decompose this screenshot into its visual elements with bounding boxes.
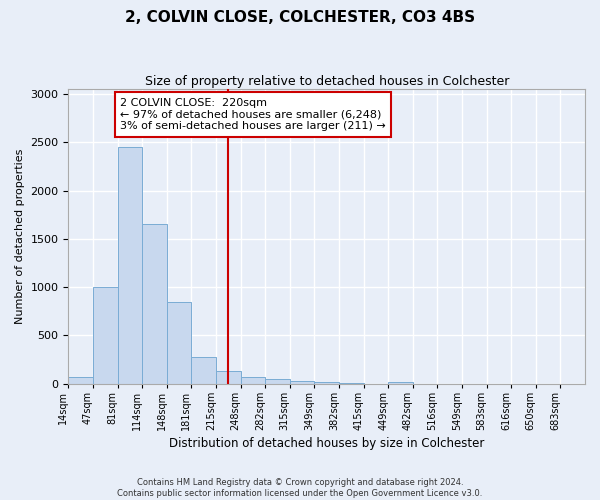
X-axis label: Distribution of detached houses by size in Colchester: Distribution of detached houses by size …: [169, 437, 484, 450]
Bar: [265, 379, 290, 384]
Bar: [93, 287, 118, 384]
Bar: [167, 302, 191, 384]
Text: Contains HM Land Registry data © Crown copyright and database right 2024.
Contai: Contains HM Land Registry data © Crown c…: [118, 478, 482, 498]
Bar: [241, 377, 265, 384]
Text: 2, COLVIN CLOSE, COLCHESTER, CO3 4BS: 2, COLVIN CLOSE, COLCHESTER, CO3 4BS: [125, 10, 475, 25]
Bar: [142, 224, 167, 384]
Bar: [290, 381, 314, 384]
Y-axis label: Number of detached properties: Number of detached properties: [15, 149, 25, 324]
Title: Size of property relative to detached houses in Colchester: Size of property relative to detached ho…: [145, 75, 509, 88]
Bar: [118, 147, 142, 384]
Bar: [68, 377, 93, 384]
Bar: [191, 356, 216, 384]
Bar: [388, 382, 413, 384]
Text: 2 COLVIN CLOSE:  220sqm
← 97% of detached houses are smaller (6,248)
3% of semi-: 2 COLVIN CLOSE: 220sqm ← 97% of detached…: [120, 98, 386, 131]
Bar: [314, 382, 339, 384]
Bar: [216, 371, 241, 384]
